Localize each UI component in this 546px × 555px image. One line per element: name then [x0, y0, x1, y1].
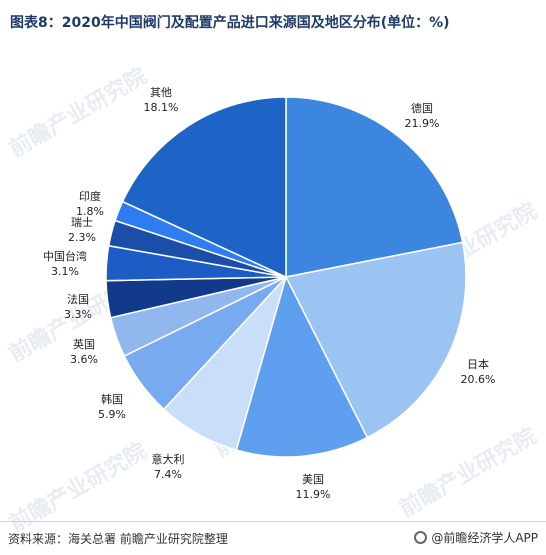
brand-logo-icon: [414, 531, 428, 544]
slice-value-label: 5.9%: [98, 408, 126, 421]
slice-value-label: 1.8%: [76, 205, 104, 218]
slice-label: 其他: [150, 86, 172, 99]
pie-chart: 德国 21.9% 日本 20.6% 美国 11.9% 意大利 7.4% 韩国 5.9% 英国 3.6%…: [43, 86, 496, 501]
slice-value-label: 18.1%: [144, 101, 179, 114]
slice-label: 中国台湾: [43, 249, 87, 263]
pie-slice: [235, 274, 369, 458]
slice-label: 法国: [67, 292, 89, 306]
pie-slice: [284, 241, 467, 439]
slice-label: 美国: [302, 473, 324, 486]
slice-label: 韩国: [101, 392, 123, 406]
slice-value-label: 21.9%: [405, 117, 440, 130]
pie-slice: [121, 96, 287, 279]
footer: 资料来源：海关总署 前瞻产业研究院整理 @前瞻经济学人APP: [0, 521, 546, 555]
slice-label: 印度: [79, 189, 101, 203]
source-note: 资料来源：海关总署 前瞻产业研究院整理: [8, 532, 228, 546]
chart-title: 图表8：2020年中国阀门及配置产品进口来源国及地区分布(单位：%): [10, 15, 450, 31]
slice-value-label: 3.6%: [70, 353, 98, 366]
slice-label: 意大利: [152, 452, 185, 466]
slice-label: 英国: [73, 337, 95, 351]
slice-value-label: 2.3%: [68, 231, 96, 244]
slice-value-label: 3.1%: [51, 265, 79, 278]
brand: @前瞻经济学人APP: [414, 529, 538, 546]
brand-label: @前瞻经济学人APP: [431, 531, 538, 545]
pie-slice: [285, 96, 464, 278]
slice-label: 德国: [411, 101, 433, 115]
slice-label: 日本: [467, 357, 489, 371]
slice-value-label: 7.4%: [154, 468, 182, 481]
slice-value-label: 3.3%: [64, 308, 92, 321]
slice-value-label: 20.6%: [461, 373, 496, 386]
slice-value-label: 11.9%: [296, 488, 331, 501]
slice-label: 瑞士: [71, 215, 93, 229]
